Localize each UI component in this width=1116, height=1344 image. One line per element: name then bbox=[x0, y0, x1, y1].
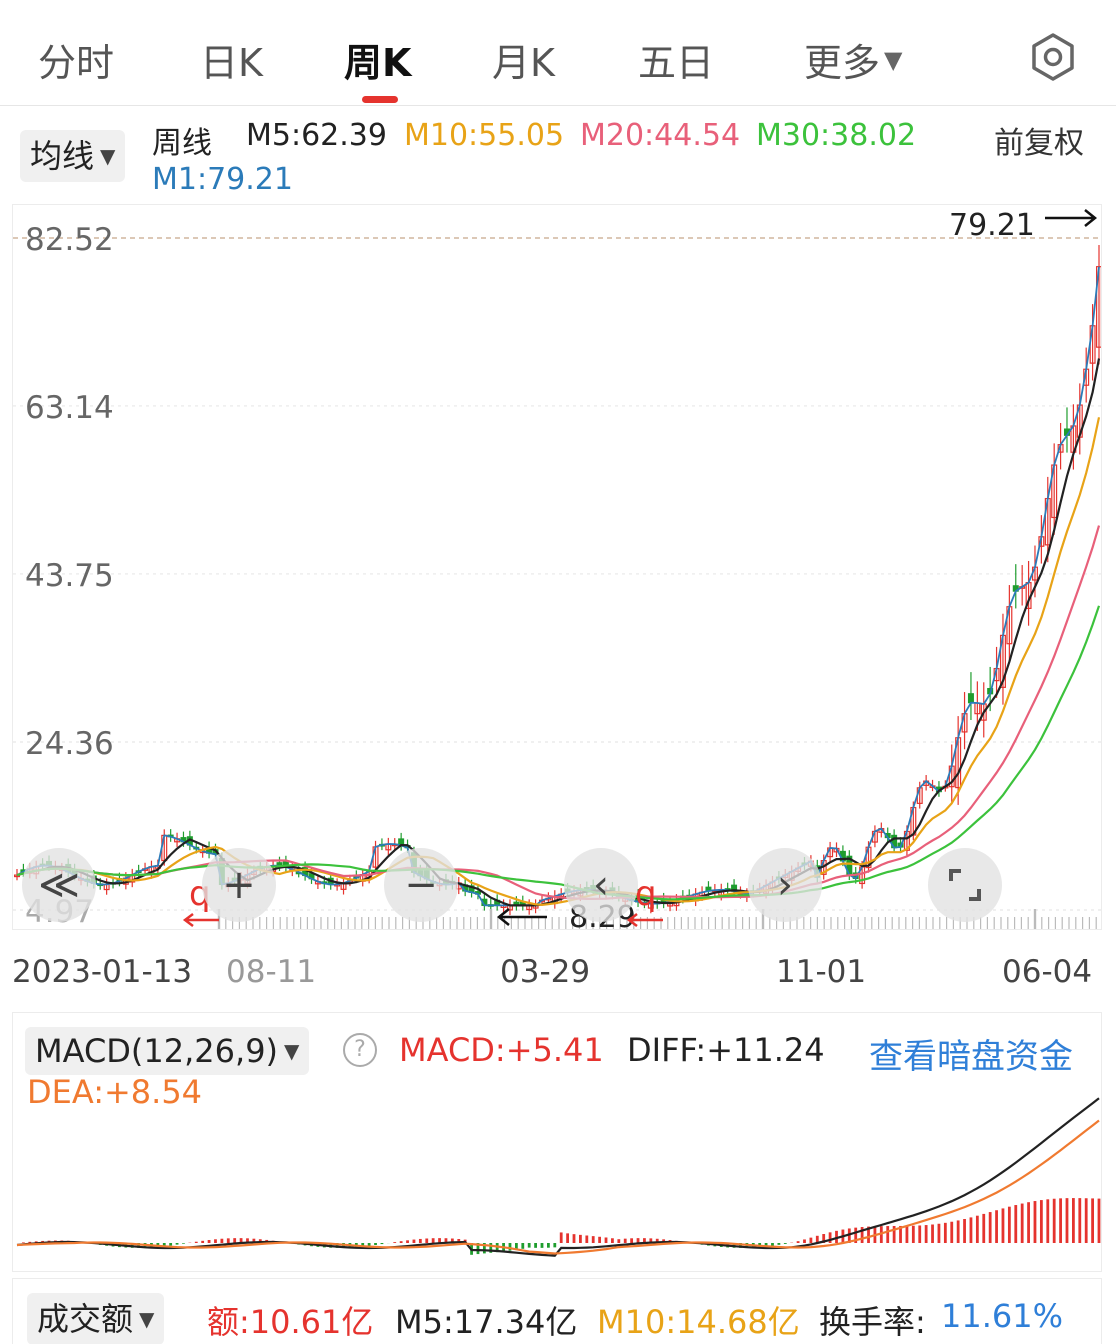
tab-five-day[interactable]: 五日 bbox=[638, 41, 715, 85]
period-label: 周线 bbox=[152, 126, 212, 161]
candle-body bbox=[967, 693, 974, 704]
minus-icon: − bbox=[404, 862, 438, 908]
y-tick-label: 82.52 bbox=[25, 222, 114, 258]
tab-weekly-k[interactable]: 周K bbox=[344, 41, 412, 85]
volume-dropdown[interactable]: 成交额 ▼ bbox=[27, 1293, 165, 1344]
y-tick-label: 43.75 bbox=[25, 558, 114, 594]
macd-plot bbox=[16, 1097, 1101, 1257]
double-left-icon: ≪ bbox=[38, 862, 80, 908]
volume-panel[interactable]: 成交额 ▼ 额:10.61亿 M5:17.34亿 M10:14.68亿 换手率: … bbox=[12, 1278, 1102, 1344]
x-label: 08-11 bbox=[226, 954, 317, 990]
turnover-value: 11.61% bbox=[941, 1297, 1064, 1335]
turnover-label: 换手率: bbox=[819, 1303, 926, 1341]
dea-line bbox=[16, 1119, 1100, 1255]
ma20-line bbox=[16, 525, 1101, 900]
chevron-down-icon: ▼ bbox=[284, 1039, 300, 1063]
zoom-out-button[interactable]: − bbox=[384, 848, 458, 922]
macd-dropdown[interactable]: MACD(12,26,9) ▼ bbox=[25, 1027, 310, 1075]
zoom-in-button[interactable]: + bbox=[202, 848, 276, 922]
arrow-left-icon bbox=[496, 908, 547, 926]
vol-m10-value: M10:14.68亿 bbox=[597, 1303, 800, 1341]
volume-dropdown-label: 成交额 bbox=[37, 1300, 134, 1338]
indicator-dropdown[interactable]: 均线 ▼ bbox=[20, 130, 126, 182]
chevron-down-icon: ▼ bbox=[139, 1307, 155, 1331]
moving-average-legend: 均线 ▼ 周线 M5:62.39 M10:55.05 M20:44.54 M30:… bbox=[0, 106, 1116, 202]
arrow-left-red-icon bbox=[626, 913, 663, 927]
x-label: 2023-01-13 bbox=[12, 954, 193, 990]
ma5-line bbox=[16, 358, 1101, 907]
y-tick-label: 63.14 bbox=[25, 390, 114, 426]
chevron-right-icon: › bbox=[777, 862, 793, 908]
range-end-marker: q bbox=[635, 874, 657, 914]
settings-gear-icon[interactable] bbox=[1028, 32, 1078, 82]
x-label: 06-04 bbox=[1002, 954, 1093, 990]
tab-daily-k[interactable]: 日K bbox=[200, 41, 263, 85]
chevron-down-icon: ▼ bbox=[100, 144, 116, 168]
dea-value: DEA:+8.54 bbox=[27, 1073, 203, 1111]
amount-value: 额:10.61亿 bbox=[207, 1303, 374, 1341]
tab-more-label: 更多 bbox=[804, 41, 881, 85]
diff-value: DIFF:+11.24 bbox=[627, 1031, 825, 1069]
arrow-right-icon bbox=[1045, 209, 1098, 227]
x-label: 11-01 bbox=[776, 954, 867, 990]
y-tick-label: 24.36 bbox=[25, 726, 114, 762]
ma30-line bbox=[16, 605, 1101, 901]
dark-pool-link[interactable]: 查看暗盘资金 bbox=[869, 1037, 1073, 1077]
diff-line bbox=[16, 1097, 1100, 1257]
plus-icon: + bbox=[222, 862, 256, 908]
scroll-right-button[interactable]: › bbox=[748, 848, 822, 922]
tab-intraday[interactable]: 分时 bbox=[38, 41, 115, 85]
m1-line bbox=[16, 266, 1100, 907]
indicator-dropdown-label: 均线 bbox=[30, 137, 95, 175]
scroll-left-button[interactable]: ‹ bbox=[564, 848, 638, 922]
fullscreen-button[interactable] bbox=[928, 848, 1002, 922]
chevron-left-icon: ‹ bbox=[593, 862, 609, 908]
macd-value: MACD:+5.41 bbox=[399, 1031, 604, 1069]
help-icon[interactable]: ? bbox=[343, 1033, 377, 1067]
ma5-value: M5:62.39 bbox=[246, 118, 387, 153]
arrow-left-red-icon bbox=[182, 913, 219, 927]
ma10-value: M10:55.05 bbox=[404, 118, 565, 153]
back-to-start-button[interactable]: ≪ bbox=[22, 848, 96, 922]
chevron-down-icon: ▼ bbox=[884, 46, 903, 74]
macd-panel[interactable]: MACD(12,26,9) ▼ ? MACD:+5.41 DIFF:+11.24 … bbox=[12, 1012, 1102, 1272]
x-label: 03-29 bbox=[500, 954, 591, 990]
m1-value: M1:79.21 bbox=[152, 162, 293, 197]
ma10-line bbox=[16, 417, 1101, 907]
vol-m5-value: M5:17.34亿 bbox=[395, 1303, 578, 1341]
ma30-value: M30:38.02 bbox=[756, 118, 917, 153]
active-tab-indicator bbox=[362, 96, 398, 103]
adjust-mode[interactable]: 前复权 bbox=[994, 126, 1084, 161]
ma20-value: M20:44.54 bbox=[580, 118, 741, 153]
fullscreen-icon bbox=[949, 869, 981, 901]
tab-monthly-k[interactable]: 月K bbox=[492, 41, 555, 85]
macd-dropdown-label: MACD(12,26,9) bbox=[35, 1032, 279, 1070]
tab-more[interactable]: 更多 ▼ bbox=[804, 32, 902, 87]
high-price-marker: 79.21 bbox=[949, 208, 1035, 243]
x-axis: 2023-01-13 08-11 03-29 11-01 06-04 bbox=[12, 950, 1112, 1000]
period-tab-bar: 分时 日K 周K 月K 五日 更多 ▼ bbox=[0, 0, 1116, 106]
